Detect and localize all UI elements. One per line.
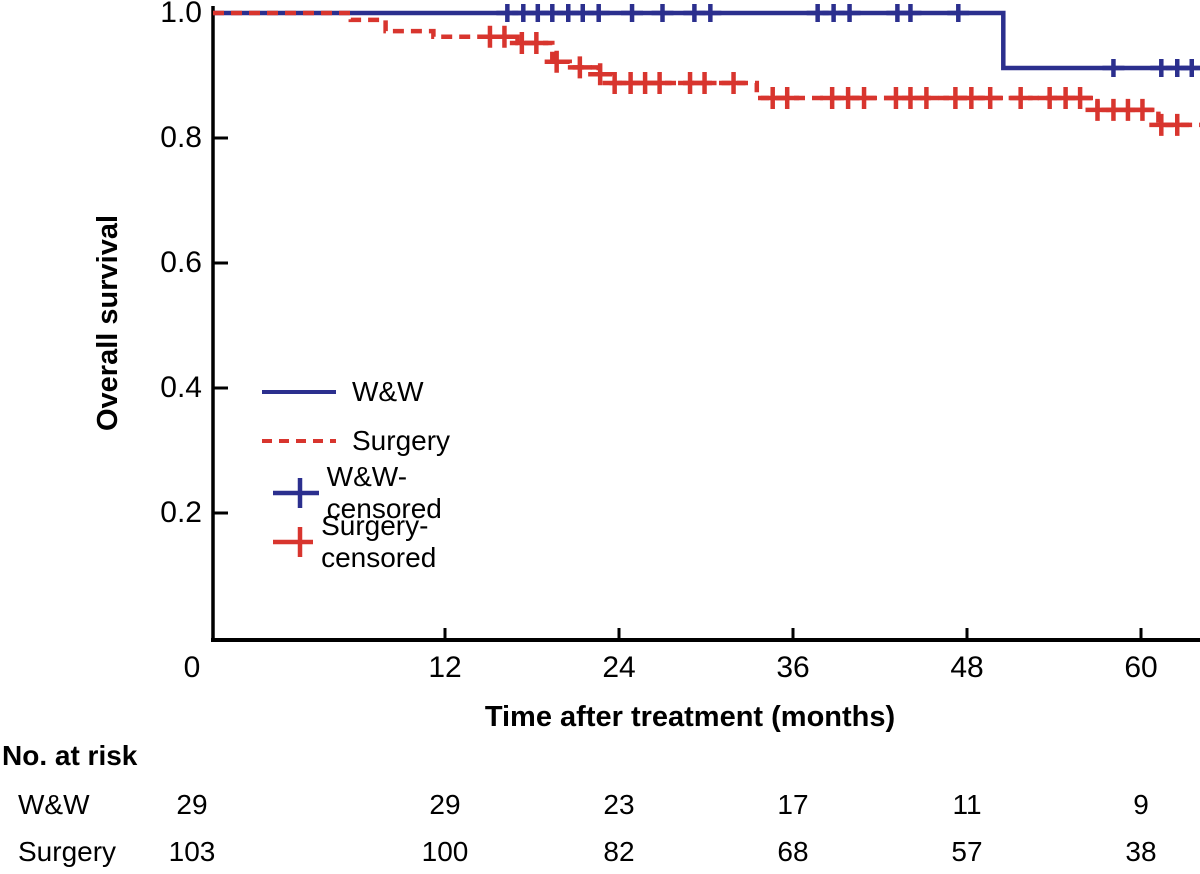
risk-count: 103: [168, 836, 216, 867]
y-tick-label: 0.2: [160, 496, 202, 529]
risk-count: 11: [952, 789, 982, 820]
legend-label: Surgery: [352, 425, 451, 456]
risk-table-title: No. at risk: [2, 740, 138, 771]
x-tick-label: 0: [183, 651, 201, 684]
risk-row-label: Surgery: [18, 836, 117, 867]
risk-count: 9: [1133, 789, 1149, 820]
x-tick-label: 48: [950, 651, 984, 684]
y-tick-label: 0.4: [160, 371, 202, 404]
x-axis-title: Time after treatment (months): [484, 701, 896, 733]
legend-item-surgery: Surgery: [254, 419, 450, 463]
legend-item-surgery-censored: Surgery-censored: [254, 510, 467, 573]
solid-line-swatch-icon: [262, 390, 336, 394]
dashed-line-swatch-icon: [262, 439, 336, 443]
x-tick-label: 60: [1124, 651, 1158, 684]
risk-count: 23: [603, 789, 635, 820]
x-tick-label: 24: [602, 651, 636, 684]
x-tick-label: 36: [776, 651, 810, 684]
y-tick-label: 1.0: [160, 0, 202, 29]
legend-item-ww-censored: W&W-censored: [254, 461, 467, 524]
risk-row-label: W&W: [18, 789, 90, 820]
risk-count: 57: [951, 836, 983, 867]
legend-item-ww: W&W: [254, 370, 424, 414]
legend-label: Surgery-censored: [321, 510, 437, 573]
risk-count: 17: [777, 789, 809, 820]
risk-count: 82: [603, 836, 635, 867]
legend-label: W&W: [352, 376, 424, 407]
y-tick-label: 0.6: [160, 246, 202, 279]
y-tick-label: 0.8: [160, 121, 202, 154]
plus-mark-swatch-icon: [273, 478, 319, 508]
risk-count: 100: [421, 836, 469, 867]
legend-label: W&W-censored: [326, 461, 442, 524]
plus-mark-swatch-icon: [273, 527, 314, 557]
risk-count: 29: [176, 789, 208, 820]
risk-count: 29: [429, 789, 461, 820]
y-axis-title: Overall survival: [92, 214, 124, 432]
risk-count: 68: [777, 836, 809, 867]
x-tick-label: 12: [428, 651, 462, 684]
risk-count: 38: [1125, 836, 1157, 867]
km-plot-svg: [211, 4, 1200, 642]
